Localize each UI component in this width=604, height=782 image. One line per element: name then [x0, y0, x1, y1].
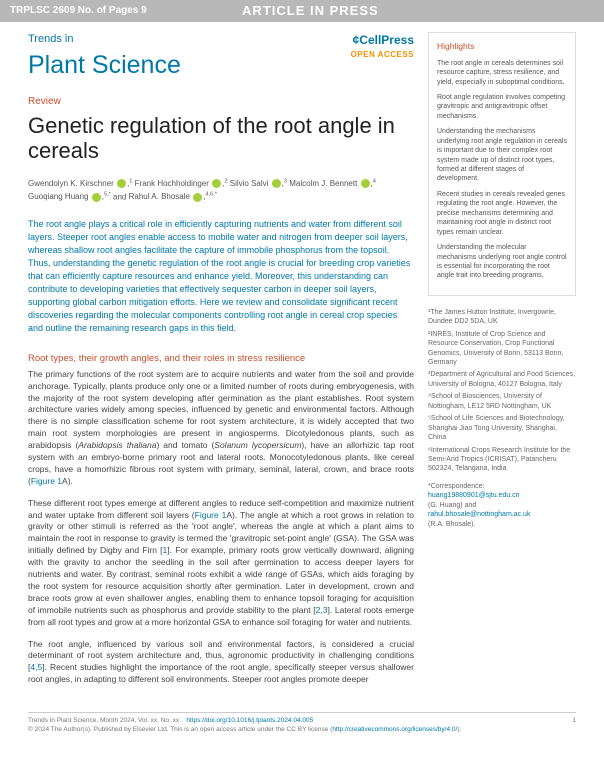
body-paragraph: These different root types emerge at dif… — [28, 498, 414, 629]
author-name: Malcolm J. Bennett — [289, 179, 357, 188]
highlight-item: The root angle in cereals determines soi… — [437, 59, 567, 87]
orcid-icon[interactable] — [272, 179, 281, 188]
abstract: The root angle plays a critical role in … — [28, 218, 414, 335]
publisher-logo: ¢CellPress — [351, 32, 414, 49]
affiliation: ⁵School of Life Sciences and Biotechnolo… — [428, 414, 576, 442]
section-heading: Root types, their growth angles, and the… — [28, 352, 414, 365]
orcid-icon[interactable] — [361, 179, 370, 188]
highlight-item: Root angle regulation involves competing… — [437, 93, 567, 121]
author-name: Guoqiang Huang — [28, 192, 89, 201]
body-paragraph: The primary functions of the root system… — [28, 369, 414, 488]
body-paragraph: The root angle, influenced by various so… — [28, 639, 414, 687]
corr-label: *Correspondence: — [428, 482, 576, 491]
article-type: Review — [28, 95, 414, 109]
corr-name: (G. Huang) and — [428, 501, 576, 510]
footer-copyright: © 2024 The Author(s). Published by Elsev… — [28, 726, 332, 733]
article-title: Genetic regulation of the root angle in … — [28, 113, 414, 164]
journal-header: Trends in Plant Science ¢CellPress OPEN … — [28, 32, 414, 82]
affiliation: ³Department of Agricultural and Food Sci… — [428, 370, 576, 389]
corr-name: (R.A. Bhosale). — [428, 520, 576, 529]
footer-citation: Trends in Plant Science, Month 2024, Vol… — [28, 717, 179, 724]
affiliation: ⁶International Crops Research Institute … — [428, 446, 576, 474]
journal-prefix: Trends in — [28, 32, 181, 47]
publisher-block: ¢CellPress OPEN ACCESS — [351, 32, 414, 60]
highlights-title: Highlights — [437, 41, 567, 52]
orcid-icon[interactable] — [92, 193, 101, 202]
highlight-item: Recent studies in cereals revealed genes… — [437, 190, 567, 237]
page-footer: Trends in Plant Science, Month 2024, Vol… — [28, 712, 576, 734]
affiliation: ⁴School of Biosciences, University of No… — [428, 392, 576, 411]
affiliation: ²INRES, Institute of Crop Science and Re… — [428, 330, 576, 368]
journal-name: Plant Science — [28, 48, 181, 83]
open-access-label: OPEN ACCESS — [351, 49, 414, 60]
affiliations: ¹The James Hutton Institute, Invergowrie… — [428, 308, 576, 474]
ref-link[interactable]: 4,5 — [30, 662, 42, 672]
affiliation: ¹The James Hutton Institute, Invergowrie… — [428, 308, 576, 327]
author-name: Silvio Salvi — [230, 179, 269, 188]
page-number: 1 — [572, 716, 576, 734]
orcid-icon[interactable] — [212, 179, 221, 188]
journal-title: Trends in Plant Science — [28, 32, 181, 82]
correspondence: *Correspondence: huang19880901@sjtu.edu.… — [428, 482, 576, 529]
corr-email[interactable]: huang19880901@sjtu.edu.cn — [428, 491, 576, 500]
doi-link[interactable]: https://doi.org/10.1016/j.tplants.2024.0… — [186, 717, 313, 724]
banner-center: ARTICLE IN PRESS — [242, 2, 379, 20]
figure-link[interactable]: Figure 1 — [31, 476, 62, 486]
author-list: Gwendolyn K. Kirschner ,1 Frank Hochhold… — [28, 177, 414, 204]
author-name: Gwendolyn K. Kirschner — [28, 179, 114, 188]
figure-link[interactable]: Figure 1 — [195, 510, 227, 520]
corr-email[interactable]: rahul.bhosale@nottingham.ac.uk — [428, 510, 576, 519]
highlight-item: Understanding the molecular mechanisms u… — [437, 243, 567, 281]
orcid-icon[interactable] — [193, 193, 202, 202]
highlight-item: Understanding the mechanisms underlying … — [437, 127, 567, 184]
press-banner: TRPLSC 2609 No. of Pages 9 ARTICLE IN PR… — [0, 0, 604, 22]
orcid-icon[interactable] — [117, 179, 126, 188]
banner-left: TRPLSC 2609 No. of Pages 9 — [10, 4, 147, 18]
author-name: Frank Hochholdinger — [135, 179, 209, 188]
author-name: Rahul A. Bhosale — [129, 192, 190, 201]
license-link[interactable]: http://creativecommons.org/licenses/by/4… — [332, 726, 457, 733]
highlights-box: Highlights The root angle in cereals det… — [428, 32, 576, 296]
ref-link[interactable]: 2,3 — [316, 605, 328, 615]
